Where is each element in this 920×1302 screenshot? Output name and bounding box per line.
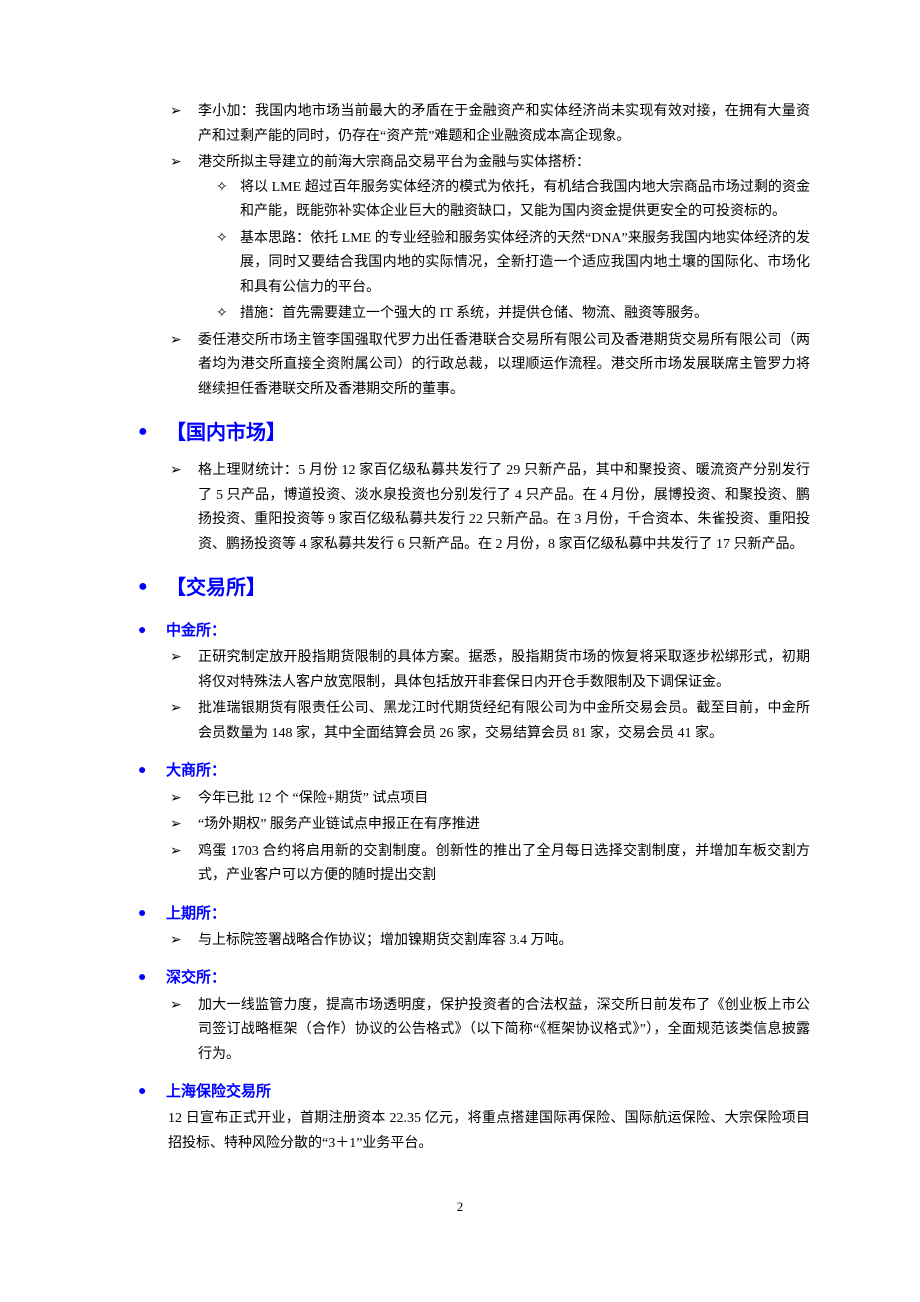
subheading-szse: 深交所： [138,965,810,991]
subheading-shie: 上海保险交易所 [138,1079,810,1105]
list-item: 加大一线监管力度，提高市场透明度，保护投资者的合法权益，深交所日前发布了《创业板… [170,994,810,1068]
heading-exchange: 【交易所】 [138,571,810,606]
list-item: 批准瑞银期货有限责任公司、黑龙江时代期货经纪有限公司为中金所交易会员。截至目前，… [170,697,810,746]
shie-paragraph: 12 日宣布正式开业，首期注册资本 22.35 亿元，将重点搭建国际再保险、国际… [168,1107,810,1156]
subheading-dce: 大商所： [138,758,810,784]
list-item: 正研究制定放开股指期货限制的具体方案。据悉，股指期货市场的恢复将采取逐步松绑形式… [170,646,810,695]
list-item-text: 港交所拟主导建立的前海大宗商品交易平台为金融与实体搭桥： [198,155,590,170]
domestic-list: 格上理财统计：5 月份 12 家百亿级私募共发行了 29 只新产品，其中和聚投资… [170,459,810,557]
sub-item: 措施：首先需要建立一个强大的 IT 系统，并提供仓储、物流、融资等服务。 [216,302,810,327]
top-arrow-list: 李小加：我国内地市场当前最大的矛盾在于金融资产和实体经济尚未实现有效对接，在拥有… [170,100,810,402]
page-number: 2 [110,1196,810,1219]
list-item: 鸡蛋 1703 合约将启用新的交割制度。创新性的推出了全月每日选择交割制度，并增… [170,840,810,889]
list-item: “场外期权” 服务产业链试点申报正在有序推进 [170,813,810,838]
szse-list: 加大一线监管力度，提高市场透明度，保护投资者的合法权益，深交所日前发布了《创业板… [170,994,810,1068]
list-item: 李小加：我国内地市场当前最大的矛盾在于金融资产和实体经济尚未实现有效对接，在拥有… [170,100,810,149]
list-item: 与上标院签署战略合作协议；增加镍期货交割库容 3.4 万吨。 [170,929,810,954]
dce-list: 今年已批 12 个 “保险+期货” 试点项目 “场外期权” 服务产业链试点申报正… [170,787,810,889]
sub-item: 将以 LME 超过百年服务实体经济的模式为依托，有机结合我国内地大宗商品市场过剩… [216,176,810,225]
cffex-list: 正研究制定放开股指期货限制的具体方案。据悉，股指期货市场的恢复将采取逐步松绑形式… [170,646,810,746]
sub-item: 基本思路：依托 LME 的专业经验和服务实体经济的天然“DNA”来服务我国内地实… [216,227,810,301]
list-item: 格上理财统计：5 月份 12 家百亿级私募共发行了 29 只新产品，其中和聚投资… [170,459,810,557]
heading-domestic-market: 【国内市场】 [138,416,810,451]
list-item: 港交所拟主导建立的前海大宗商品交易平台为金融与实体搭桥： 将以 LME 超过百年… [170,151,810,327]
shfe-list: 与上标院签署战略合作协议；增加镍期货交割库容 3.4 万吨。 [170,929,810,954]
diamond-sublist: 将以 LME 超过百年服务实体经济的模式为依托，有机结合我国内地大宗商品市场过剩… [216,176,810,327]
subheading-cffex: 中金所： [138,618,810,644]
subheading-shfe: 上期所： [138,901,810,927]
list-item: 今年已批 12 个 “保险+期货” 试点项目 [170,787,810,812]
list-item: 委任港交所市场主管李国强取代罗力出任香港联合交易所有限公司及香港期货交易所有限公… [170,329,810,403]
